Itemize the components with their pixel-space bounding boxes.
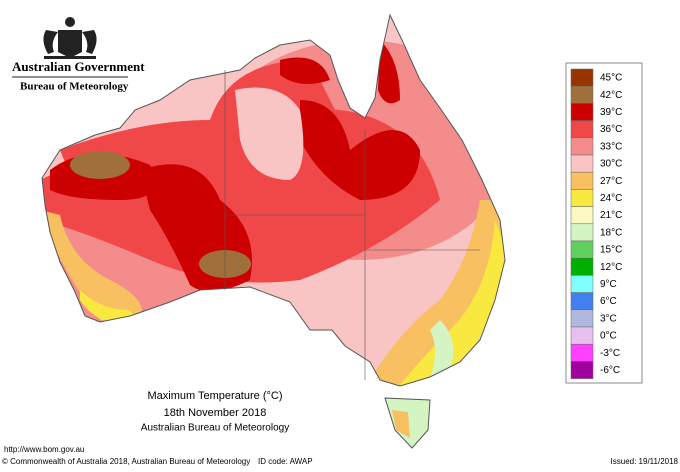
legend-label: 6°C bbox=[600, 296, 617, 307]
legend-label: -3°C bbox=[600, 348, 620, 359]
legend-swatch bbox=[570, 223, 594, 242]
legend-swatch bbox=[570, 154, 594, 173]
legend-label: 21°C bbox=[600, 210, 622, 221]
legend-swatch bbox=[570, 120, 594, 139]
legend-label: -6°C bbox=[600, 365, 620, 376]
map-source: Australian Bureau of Meteorology bbox=[141, 423, 289, 434]
dept-name: Bureau of Meteorology bbox=[20, 81, 129, 93]
legend-swatch bbox=[570, 206, 594, 225]
footer-id: ID code: AWAP bbox=[258, 457, 313, 466]
legend-label: 3°C bbox=[600, 313, 617, 324]
legend-label: 39°C bbox=[600, 107, 622, 118]
legend-label: 33°C bbox=[600, 141, 622, 152]
legend-swatch bbox=[570, 326, 594, 345]
map-date: 18th November 2018 bbox=[164, 407, 267, 419]
legend-label: 12°C bbox=[600, 262, 622, 273]
legend-label: 42°C bbox=[600, 90, 622, 101]
legend-label: 15°C bbox=[600, 245, 622, 256]
legend-swatch bbox=[570, 361, 594, 379]
legend-label: 9°C bbox=[600, 279, 617, 290]
legend-swatch bbox=[570, 257, 594, 276]
legend-swatch bbox=[570, 137, 594, 156]
state-borders bbox=[224, 70, 480, 380]
legend-swatch bbox=[570, 103, 594, 121]
legend-swatch bbox=[570, 309, 594, 328]
legend-label: 27°C bbox=[600, 176, 622, 187]
legend-swatch bbox=[570, 292, 594, 311]
legend-label: 18°C bbox=[600, 227, 622, 238]
org-name: Australian Government bbox=[12, 59, 145, 74]
footer-issued: Issued: 19/11/2018 bbox=[611, 457, 679, 466]
legend-swatch bbox=[570, 171, 594, 190]
legend-label: 24°C bbox=[600, 193, 622, 204]
legend-label: 30°C bbox=[600, 159, 622, 170]
legend-label: 36°C bbox=[600, 124, 622, 135]
coat-of-arms bbox=[43, 17, 97, 59]
legend-label: 45°C bbox=[600, 73, 622, 84]
footer-copyright: © Commonwealth of Australia 2018, Austra… bbox=[2, 457, 250, 466]
legend: 45°C 42°C 39°C 36°C 33°C 30°C 27°C 24°C 21°C 18°C… bbox=[570, 68, 622, 379]
legend-label: 0°C bbox=[600, 331, 617, 342]
legend-swatch bbox=[570, 240, 594, 259]
legend-swatch bbox=[570, 275, 594, 293]
tasmania-warm bbox=[392, 410, 410, 438]
legend-swatch bbox=[570, 189, 594, 207]
footer-url: http://www.bom.gov.au bbox=[4, 445, 84, 454]
legend-swatch bbox=[570, 343, 594, 362]
map-title: Maximum Temperature (°C) bbox=[147, 390, 282, 402]
legend-swatch bbox=[570, 68, 594, 87]
legend-swatch bbox=[570, 85, 594, 104]
